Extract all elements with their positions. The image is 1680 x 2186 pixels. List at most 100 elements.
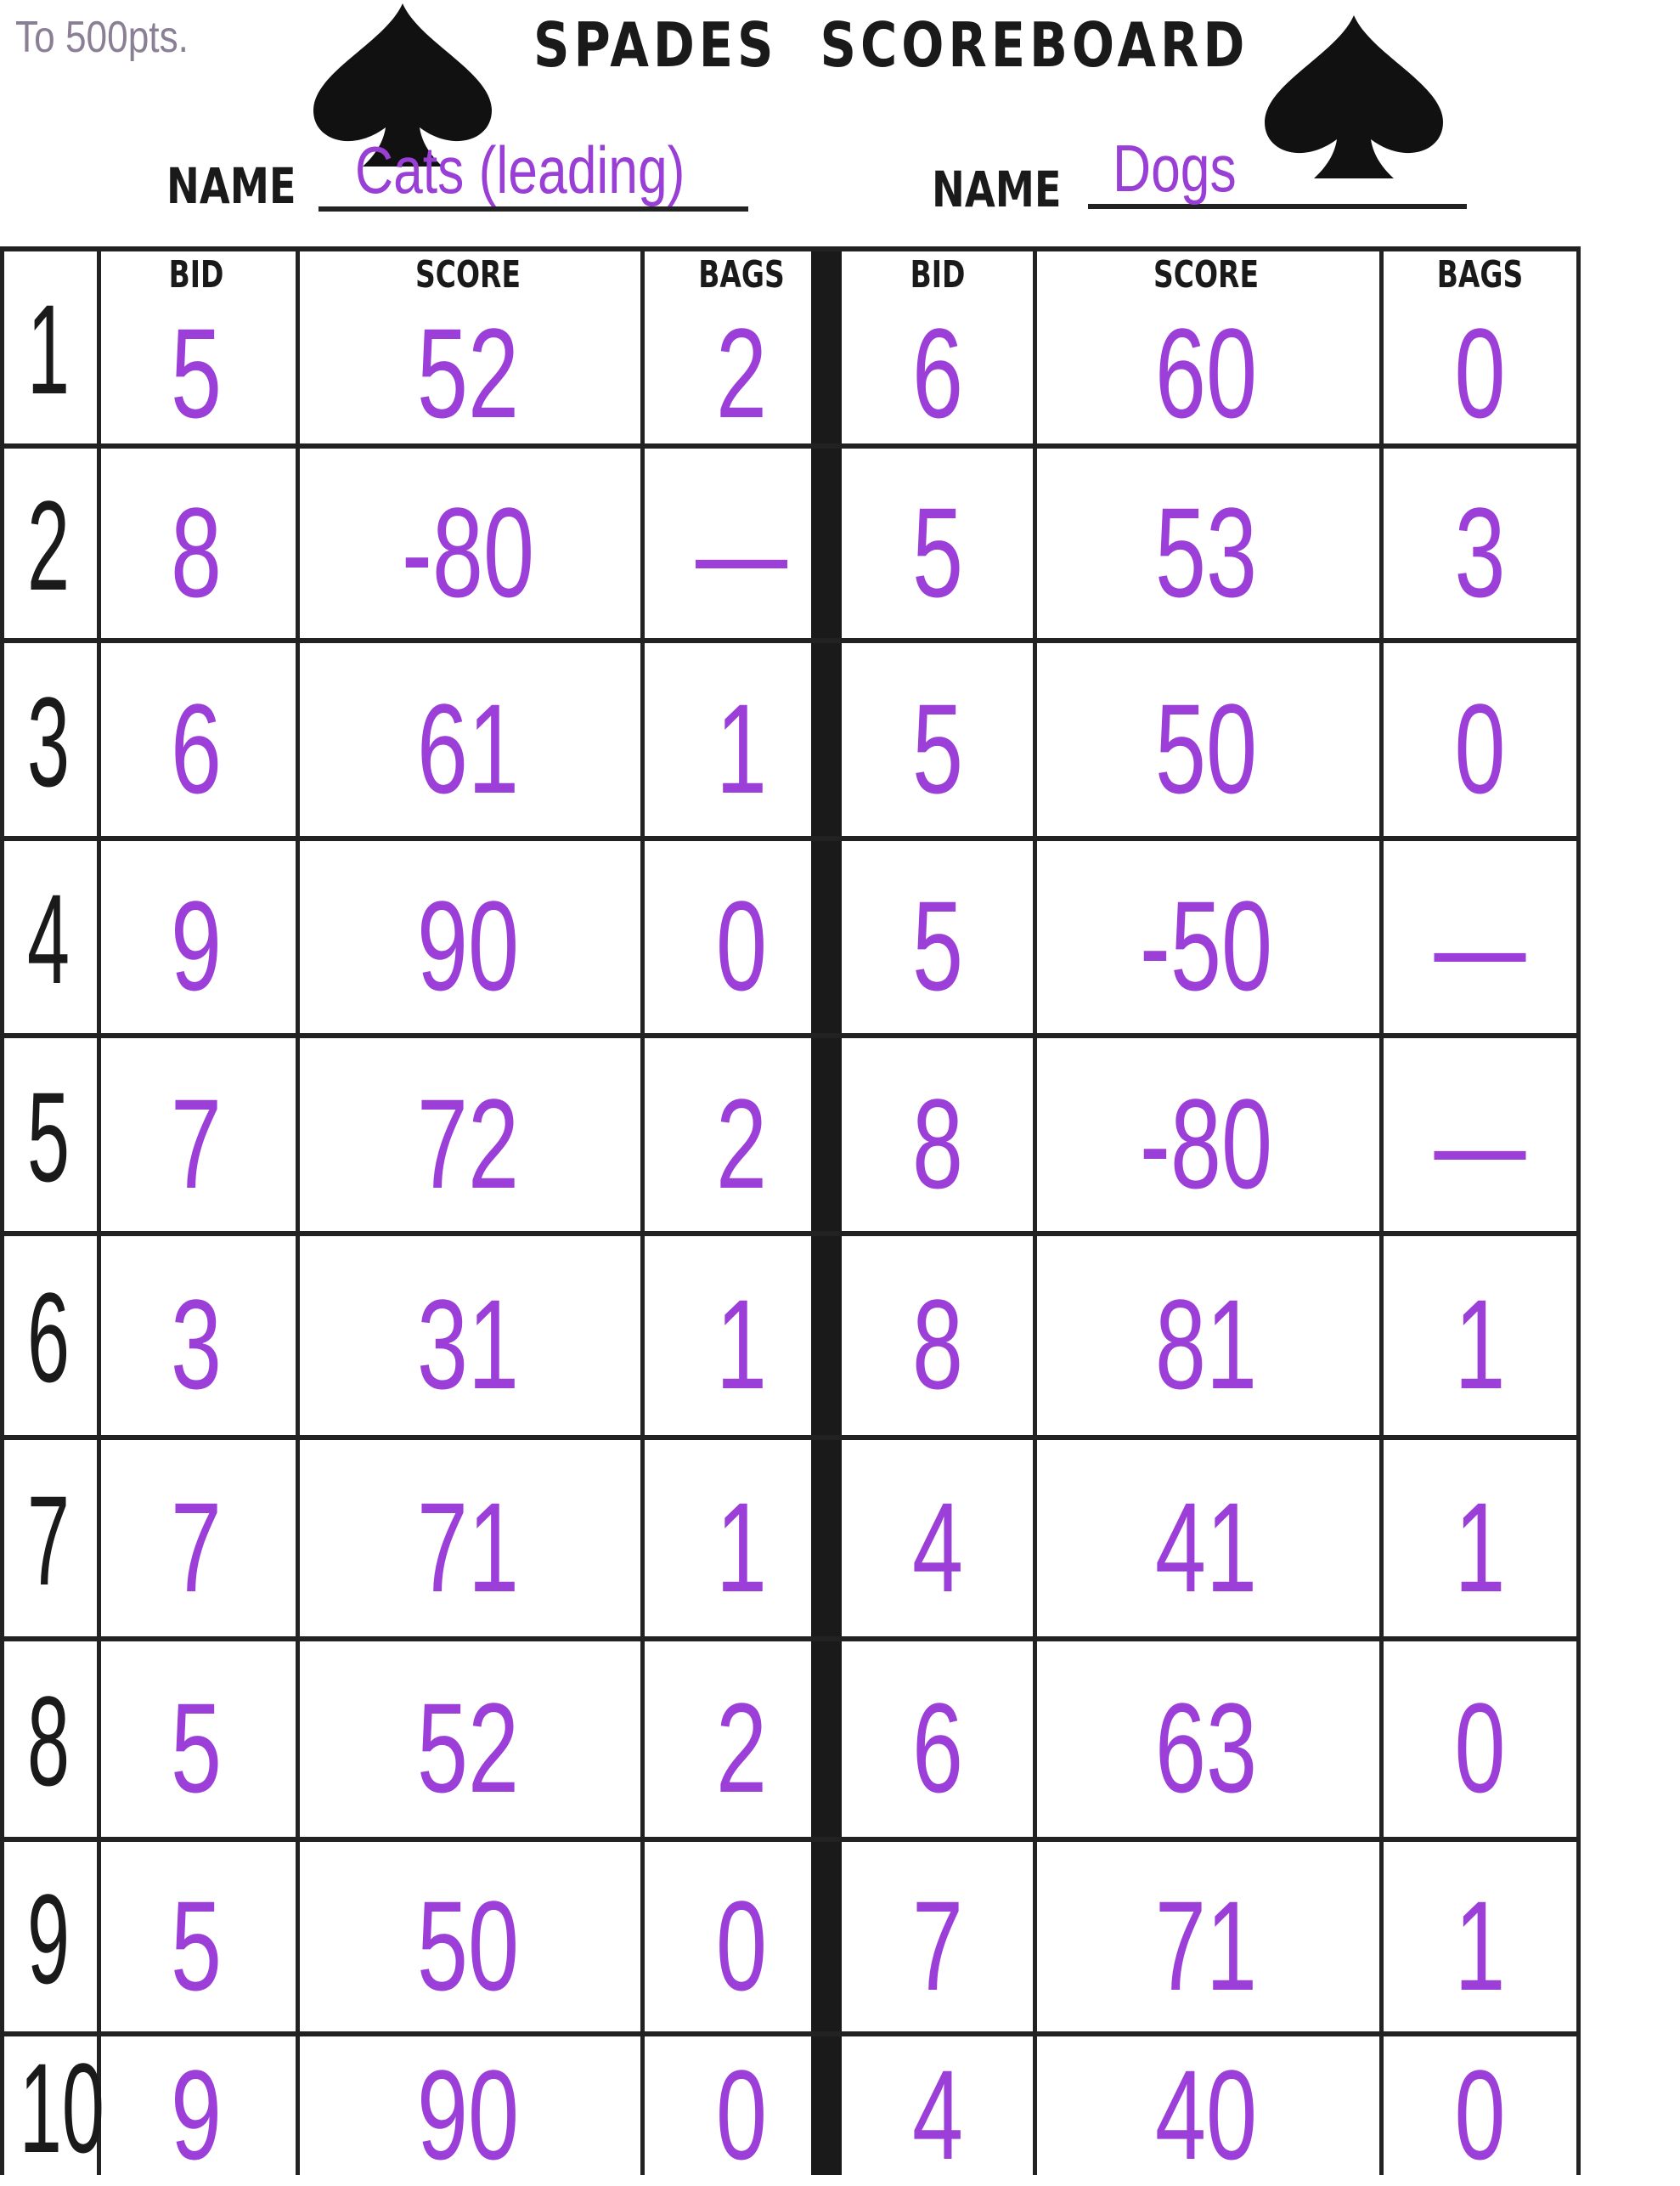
round-number: 9: [26, 1867, 70, 2010]
score-cell: 0: [1454, 2042, 1506, 2186]
score-cell: 0: [1454, 676, 1506, 820]
column-divider: [1033, 246, 1037, 2175]
row-divider: [0, 443, 1581, 449]
round-number: 1: [26, 278, 70, 421]
round-number: 3: [26, 669, 70, 813]
score-cell: 31: [416, 1273, 520, 1415]
score-cell: 50: [1154, 676, 1258, 820]
round-number: 4: [26, 867, 70, 1010]
score-cell: 6: [911, 302, 964, 444]
score-cell: 71: [1154, 1873, 1258, 2017]
score-cell: —: [1434, 874, 1526, 1017]
team-2-name: Dogs: [1113, 131, 1237, 206]
round-number: 8: [26, 1669, 70, 1812]
score-cell: 5: [911, 874, 964, 1017]
column-header-bid: BID: [168, 253, 224, 297]
column-header-bags: BAGS: [698, 253, 785, 297]
row-divider: [0, 1636, 1581, 1641]
row-divider: [0, 1231, 1581, 1236]
row-divider: [0, 1435, 1581, 1440]
score-cell: 8: [170, 480, 223, 624]
team-divider: [811, 246, 842, 2175]
column-divider: [640, 246, 645, 2175]
score-cell: 1: [715, 676, 768, 820]
score-cell: 81: [1154, 1273, 1258, 1415]
round-number: 5: [26, 1065, 70, 1208]
score-cell: 1: [1454, 1475, 1506, 1618]
round-number: 10: [19, 2036, 104, 2179]
row-divider: [0, 1033, 1581, 1038]
row-divider: [0, 836, 1581, 841]
score-cell: 5: [170, 1676, 223, 1819]
round-number: 6: [26, 1266, 70, 1409]
column-divider: [0, 246, 4, 2175]
score-cell: 2: [715, 1676, 768, 1819]
score-cell: 3: [1454, 480, 1506, 624]
target-score-note: To 500pts.: [15, 13, 189, 62]
column-header-bid: BID: [910, 253, 966, 297]
column-header-score: SCORE: [414, 253, 521, 297]
score-cell: 5: [911, 480, 964, 624]
column-header-bags: BAGS: [1436, 253, 1524, 297]
score-cell: 0: [715, 874, 768, 1017]
score-cell: 53: [1154, 480, 1258, 624]
score-cell: 1: [1454, 1273, 1506, 1415]
column-divider: [296, 246, 300, 2175]
score-table: BID SCORE BAGS BID SCORE BAGS 1 5 52 2 6 60 0 2 8 -80—5…: [0, 246, 1581, 2186]
score-cell: 52: [416, 1676, 520, 1819]
row-divider: [0, 246, 1581, 251]
score-cell: 4: [911, 1475, 964, 1618]
score-cell: 50: [416, 1873, 520, 2017]
score-cell: —: [696, 480, 787, 624]
score-cell: 5: [170, 302, 223, 444]
team-2-name-label: NAME: [932, 161, 1062, 218]
team-1-name: Cats (leading): [355, 133, 685, 207]
score-cell: 0: [715, 1873, 768, 2017]
score-cell: 3: [170, 1273, 223, 1415]
score-cell: 71: [416, 1475, 520, 1618]
score-cell: 60: [1154, 302, 1258, 444]
score-cell: 7: [911, 1873, 964, 2017]
score-cell: 90: [416, 2042, 520, 2186]
score-cell: 61: [416, 676, 520, 820]
score-cell: 7: [170, 1071, 223, 1215]
score-cell: 8: [911, 1273, 964, 1415]
score-cell: 8: [911, 1071, 964, 1215]
score-cell: -50: [1139, 874, 1273, 1017]
spade-icon: [1265, 15, 1443, 178]
score-cell: 72: [416, 1071, 520, 1215]
spade-icon: [313, 3, 492, 167]
score-cell: 0: [1454, 1676, 1506, 1819]
column-divider: [1576, 246, 1581, 2175]
score-cell: 40: [1154, 2042, 1258, 2186]
score-cell: 0: [715, 2042, 768, 2186]
column-header-score: SCORE: [1153, 253, 1259, 297]
score-cell: —: [1434, 1071, 1526, 1215]
score-cell: -80: [401, 480, 535, 624]
score-cell: 0: [1454, 302, 1506, 444]
row-divider: [0, 638, 1581, 643]
column-divider: [1379, 246, 1384, 2175]
score-cell: 1: [715, 1273, 768, 1415]
score-cell: 63: [1154, 1676, 1258, 1819]
round-number: 7: [26, 1468, 70, 1612]
column-divider: [97, 246, 101, 2175]
score-cell: 9: [170, 874, 223, 1017]
score-cell: 41: [1154, 1475, 1258, 1618]
team-1-name-label: NAME: [166, 157, 296, 215]
score-cell: -80: [1139, 1071, 1273, 1215]
row-divider: [0, 2031, 1581, 2036]
score-cell: 2: [715, 302, 768, 444]
score-cell: 1: [1454, 1873, 1506, 2017]
score-cell: 5: [170, 1873, 223, 2017]
score-cell: 9: [170, 2042, 223, 2186]
score-cell: 4: [911, 2042, 964, 2186]
team-1-name-line: [319, 206, 748, 212]
score-cell: 6: [911, 1676, 964, 1819]
score-cell: 1: [715, 1475, 768, 1618]
page-title: SPADES SCOREBOARD: [533, 9, 1249, 81]
team-2-name-line: [1088, 204, 1467, 209]
round-number: 2: [26, 473, 70, 617]
score-cell: 6: [170, 676, 223, 820]
row-divider: [0, 1837, 1581, 1842]
